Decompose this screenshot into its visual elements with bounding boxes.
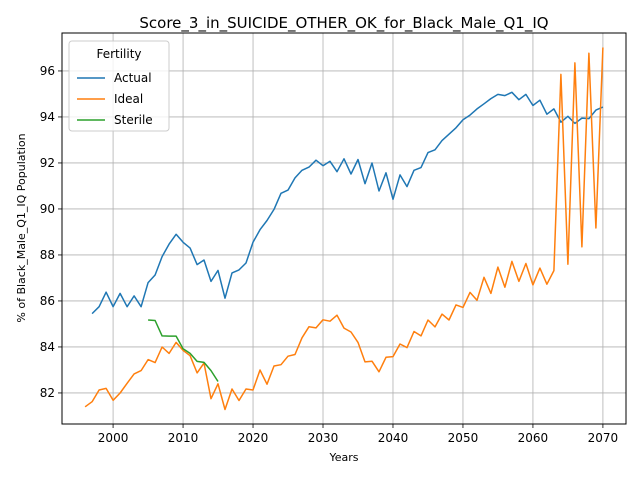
legend-label-sterile: Sterile <box>114 113 153 127</box>
legend-box <box>68 40 170 132</box>
x-tick-label: 2010 <box>168 431 199 445</box>
x-tick-label: 2030 <box>308 431 339 445</box>
plot-frame <box>61 32 627 425</box>
y-tick-label: 90 <box>40 202 55 216</box>
x-tick-label: 2050 <box>448 431 479 445</box>
x-axis: 2000 2010 2020 2030 2040 2050 2060 2070 <box>98 424 618 445</box>
y-tick-label: 86 <box>40 294 55 308</box>
legend-label-ideal: Ideal <box>114 92 143 106</box>
x-tick-label: 2040 <box>378 431 409 445</box>
y-tick-label: 92 <box>40 156 55 170</box>
legend-title: Fertility <box>96 47 141 61</box>
y-axis: 82 84 86 88 90 92 94 96 <box>40 64 62 400</box>
x-tick-label: 2060 <box>518 431 549 445</box>
legend: Fertility Actual Ideal Sterile <box>68 40 170 132</box>
series-line-ideal <box>84 47 604 411</box>
x-axis-label: Years <box>328 451 358 464</box>
y-tick-label: 84 <box>40 340 55 354</box>
y-axis-label: % of Black_Male_Q1_IQ Population <box>15 133 28 322</box>
y-tick-label: 82 <box>40 386 55 400</box>
x-tick-label: 2070 <box>588 431 619 445</box>
x-tick-label: 2020 <box>238 431 269 445</box>
y-tick-label: 96 <box>40 64 55 78</box>
y-tick-label: 94 <box>40 110 55 124</box>
legend-label-actual: Actual <box>114 71 152 85</box>
series-layer <box>84 47 604 411</box>
series-line-sterile <box>148 319 219 382</box>
chart-title: Score_3_in_SUICIDE_OTHER_OK_for_Black_Ma… <box>139 14 548 33</box>
grid <box>62 33 626 424</box>
y-tick-label: 88 <box>40 248 55 262</box>
series-line-actual <box>91 91 604 315</box>
x-tick-label: 2000 <box>98 431 129 445</box>
